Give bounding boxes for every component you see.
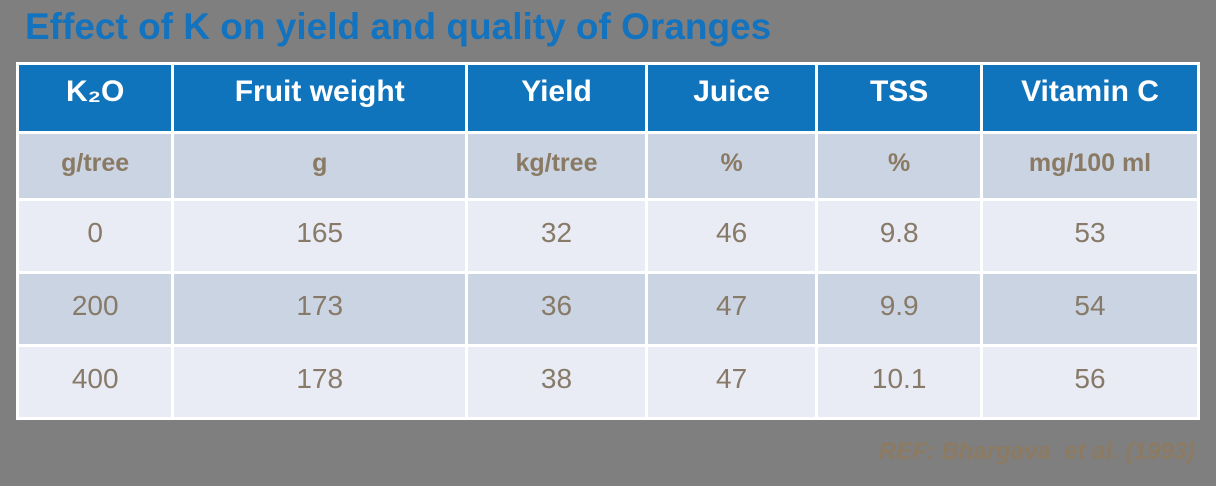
table-cell: 10.1 (818, 347, 980, 417)
unit-cell-vitamin-c: mg/100 ml (982, 134, 1197, 198)
column-header-yield: Yield (468, 65, 645, 131)
table-cell: 32 (468, 201, 645, 271)
table-cell: 400 (19, 347, 172, 417)
unit-cell-yield: kg/tree (468, 134, 645, 198)
table-cell: 165 (174, 201, 466, 271)
unit-cell-juice: % (647, 134, 816, 198)
table-cell: 178 (174, 347, 466, 417)
table-cell: 9.8 (818, 201, 980, 271)
table-row: 400 178 38 47 10.1 56 (19, 347, 1197, 417)
unit-cell-k2o: g/tree (19, 134, 172, 198)
column-header-k2o: K₂O (19, 65, 172, 131)
unit-cell-fruit-weight: g (174, 134, 466, 198)
page-title: Effect of K on yield and quality of Oran… (25, 6, 772, 47)
reference-text: REF: Bhargava et al. (1993) (878, 438, 1195, 465)
oranges-data-table: K₂O Fruit weight Yield Juice TSS Vitamin… (16, 62, 1200, 420)
table-cell: 56 (982, 347, 1197, 417)
table-cell: 54 (982, 274, 1197, 344)
table-cell: 36 (468, 274, 645, 344)
column-header-vitamin-c: Vitamin C (982, 65, 1197, 131)
table-cell: 9.9 (818, 274, 980, 344)
header-row: K₂O Fruit weight Yield Juice TSS Vitamin… (19, 65, 1197, 131)
unit-cell-tss: % (818, 134, 980, 198)
table-cell: 47 (647, 274, 816, 344)
table-cell: 173 (174, 274, 466, 344)
table-row: 200 173 36 47 9.9 54 (19, 274, 1197, 344)
units-row: g/tree g kg/tree % % mg/100 ml (19, 134, 1197, 198)
column-header-tss: TSS (818, 65, 980, 131)
column-header-juice: Juice (647, 65, 816, 131)
table-cell: 47 (647, 347, 816, 417)
table-cell: 53 (982, 201, 1197, 271)
table-cell: 200 (19, 274, 172, 344)
table-cell: 0 (19, 201, 172, 271)
table-cell: 38 (468, 347, 645, 417)
column-header-fruit-weight: Fruit weight (174, 65, 466, 131)
table-row: 0 165 32 46 9.8 53 (19, 201, 1197, 271)
table-cell: 46 (647, 201, 816, 271)
